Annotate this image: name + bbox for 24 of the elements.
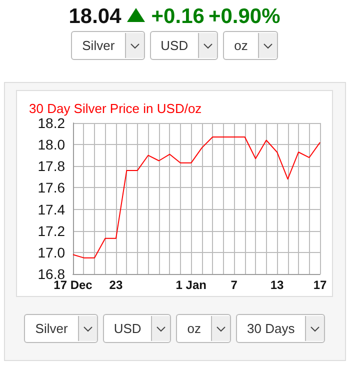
dropdown: USD [102, 314, 172, 343]
y-tick-label: 17.4 [38, 201, 66, 218]
dropdown: oz [176, 314, 231, 343]
y-tick-label: 18.2 [38, 115, 66, 131]
x-tick-label: 13 [270, 278, 284, 292]
text: +0.16 [151, 5, 204, 28]
text: 18.04 [68, 5, 122, 28]
x-tick-label: 7 [230, 278, 238, 292]
x-tick-label: 23 [109, 278, 123, 292]
y-tick-label: 18.0 [38, 136, 66, 153]
y-tick-label: 17.8 [38, 158, 66, 174]
text: +0.90% [208, 5, 280, 28]
x-tick-label: 1 Jan [176, 278, 206, 292]
x-tick-label: 17 [313, 278, 327, 292]
dropdown: 30 Days [236, 314, 325, 343]
dropdown: Silver [71, 31, 145, 60]
line-series [72, 136, 320, 258]
dropdown: Silver [24, 314, 98, 343]
dropdown: USD [150, 31, 218, 60]
y-tick-label: 17.2 [38, 222, 66, 239]
y-tick-label: 17.6 [38, 180, 66, 196]
dropdown: oz [223, 31, 278, 60]
chart-title: 30 Day Silver Price in USD/oz [29, 101, 202, 116]
y-tick-label: 17.0 [38, 244, 66, 260]
